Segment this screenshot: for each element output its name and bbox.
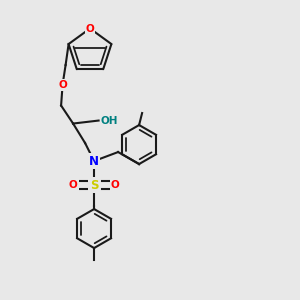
Text: S: S bbox=[90, 178, 98, 191]
Text: O: O bbox=[69, 180, 77, 190]
Text: O: O bbox=[111, 180, 119, 190]
Text: OH: OH bbox=[100, 116, 118, 125]
Text: N: N bbox=[89, 154, 99, 167]
Text: O: O bbox=[85, 23, 94, 34]
Text: O: O bbox=[58, 80, 67, 89]
